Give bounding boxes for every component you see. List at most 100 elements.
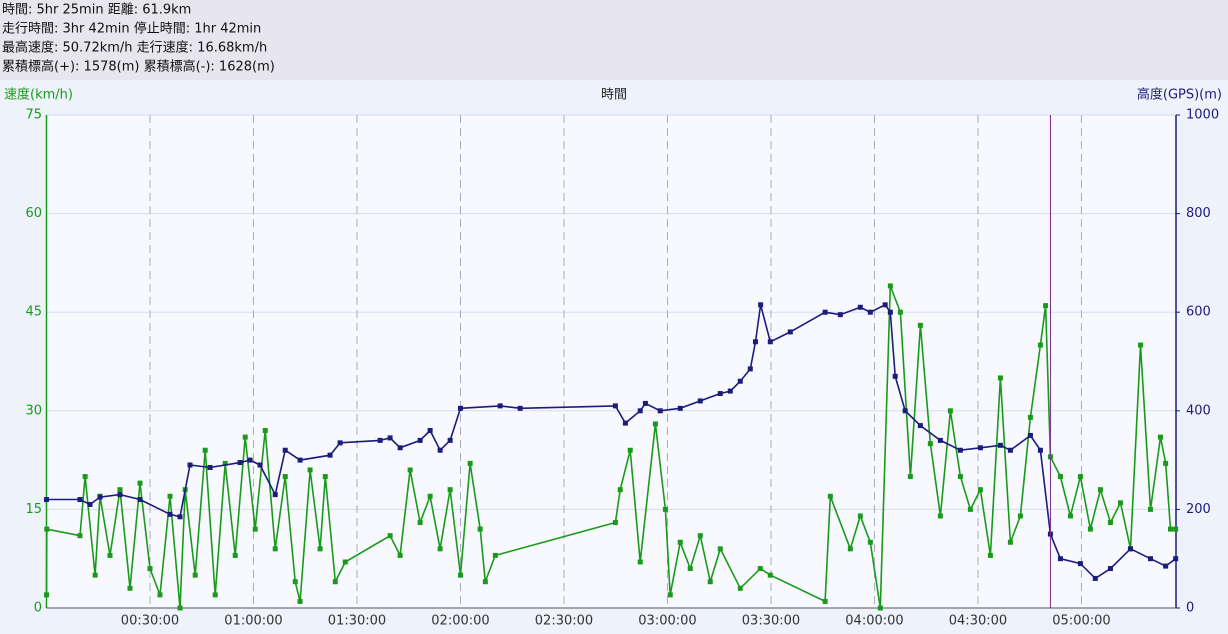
y2-axis-label: 高度(GPS)(m) bbox=[1137, 87, 1222, 103]
point-marker bbox=[707, 579, 713, 585]
point-marker bbox=[117, 492, 123, 498]
point-marker bbox=[857, 513, 863, 519]
point-marker bbox=[617, 487, 623, 493]
point-marker bbox=[892, 373, 898, 379]
point-marker bbox=[737, 378, 743, 384]
point-marker bbox=[1087, 526, 1093, 532]
point-marker bbox=[82, 474, 88, 480]
point-marker bbox=[447, 437, 453, 443]
point-marker bbox=[867, 309, 873, 315]
point-marker bbox=[622, 420, 628, 426]
point-marker bbox=[657, 408, 663, 414]
point-marker bbox=[1137, 342, 1143, 348]
point-marker bbox=[177, 514, 183, 520]
point-marker bbox=[857, 304, 863, 310]
point-marker bbox=[717, 546, 723, 552]
point-marker bbox=[477, 526, 483, 532]
point-marker bbox=[687, 566, 693, 572]
point-marker bbox=[44, 526, 50, 532]
point-marker bbox=[787, 329, 793, 335]
point-marker bbox=[1077, 474, 1083, 480]
point-marker bbox=[627, 447, 633, 453]
point-marker bbox=[1043, 303, 1049, 309]
point-marker bbox=[887, 309, 893, 315]
point-marker bbox=[612, 403, 618, 409]
point-marker bbox=[737, 585, 743, 591]
point-marker bbox=[697, 533, 703, 539]
point-marker bbox=[207, 464, 213, 470]
point-marker bbox=[297, 598, 303, 604]
point-marker bbox=[157, 592, 163, 598]
point-marker bbox=[257, 462, 263, 468]
point-marker bbox=[1147, 556, 1153, 562]
point-marker bbox=[967, 506, 973, 512]
y2-tick-label: 800 bbox=[1186, 206, 1211, 221]
point-marker bbox=[272, 546, 278, 552]
point-marker bbox=[1037, 447, 1043, 453]
y-tick-label: 60 bbox=[25, 206, 42, 221]
point-marker bbox=[237, 460, 243, 466]
point-marker bbox=[822, 309, 828, 315]
point-marker bbox=[1173, 556, 1179, 562]
point-marker bbox=[957, 447, 963, 453]
point-marker bbox=[322, 474, 328, 480]
point-marker bbox=[437, 546, 443, 552]
point-marker bbox=[902, 408, 908, 414]
point-marker bbox=[1173, 526, 1179, 532]
x-tick-label: 04:00:00 bbox=[845, 614, 903, 629]
point-marker bbox=[517, 405, 523, 411]
x-tick-label: 05:00:00 bbox=[1052, 614, 1110, 629]
point-marker bbox=[1027, 432, 1033, 438]
point-marker bbox=[457, 405, 463, 411]
point-marker bbox=[747, 366, 753, 372]
point-marker bbox=[147, 566, 153, 572]
point-marker bbox=[917, 322, 923, 328]
point-marker bbox=[882, 302, 888, 308]
point-marker bbox=[677, 539, 683, 545]
point-marker bbox=[117, 487, 123, 493]
point-marker bbox=[937, 513, 943, 519]
x-tick-label: 01:30:00 bbox=[328, 614, 386, 629]
point-marker bbox=[212, 592, 218, 598]
point-marker bbox=[87, 501, 93, 507]
point-marker bbox=[387, 435, 393, 441]
point-marker bbox=[292, 579, 298, 585]
point-marker bbox=[1107, 566, 1113, 572]
point-marker bbox=[332, 579, 338, 585]
point-marker bbox=[1163, 460, 1169, 466]
point-marker bbox=[757, 566, 763, 572]
header-line: 累積標高(+): 1578(m) 累積標高(-): 1628(m) bbox=[2, 59, 275, 75]
point-marker bbox=[202, 447, 208, 453]
point-marker bbox=[957, 474, 963, 480]
point-marker bbox=[867, 539, 873, 545]
point-marker bbox=[232, 552, 238, 558]
point-marker bbox=[1027, 414, 1033, 420]
point-marker bbox=[637, 408, 643, 414]
point-marker bbox=[1057, 474, 1063, 480]
point-marker bbox=[417, 437, 423, 443]
point-marker bbox=[1067, 513, 1073, 519]
point-marker bbox=[192, 572, 198, 578]
y-tick-label: 75 bbox=[25, 108, 42, 123]
point-marker bbox=[407, 467, 413, 473]
point-marker bbox=[44, 592, 49, 598]
point-marker bbox=[137, 480, 143, 486]
point-marker bbox=[767, 572, 773, 578]
point-marker bbox=[242, 434, 248, 440]
point-marker bbox=[272, 492, 278, 498]
plot-area bbox=[46, 115, 1176, 608]
point-marker bbox=[727, 388, 733, 394]
point-marker bbox=[467, 460, 473, 466]
point-marker bbox=[187, 462, 193, 468]
point-marker bbox=[1092, 575, 1098, 581]
point-marker bbox=[252, 526, 258, 532]
y2-tick-label: 600 bbox=[1186, 305, 1211, 320]
point-marker bbox=[987, 552, 993, 558]
y2-tick-label: 1000 bbox=[1186, 108, 1219, 123]
point-marker bbox=[262, 428, 268, 434]
point-marker bbox=[927, 441, 933, 447]
point-marker bbox=[307, 467, 313, 473]
point-marker bbox=[457, 572, 463, 578]
y-tick-label: 45 bbox=[25, 305, 42, 320]
